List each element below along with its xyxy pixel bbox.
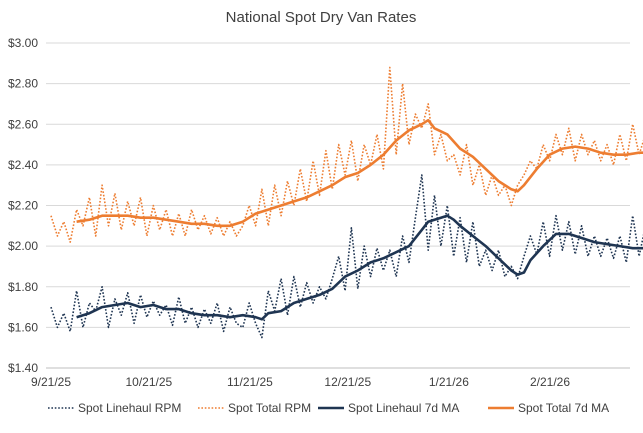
y-tick-label: $3.00 — [8, 36, 38, 50]
y-tick-label: $1.60 — [8, 320, 38, 334]
x-tick-label: 9/21/25 — [31, 375, 71, 389]
y-tick-label: $1.40 — [8, 361, 38, 375]
x-tick-label: 10/21/25 — [125, 375, 172, 389]
series-layer — [50, 66, 643, 339]
series-line-ma-3 — [76, 118, 643, 228]
y-tick-label: $2.00 — [8, 239, 38, 253]
x-tick-label: 11/21/25 — [227, 375, 273, 389]
y-tick-label: $2.60 — [8, 117, 38, 131]
legend-label: Spot Linehaul RPM — [78, 401, 181, 415]
series-line-ma-2 — [76, 214, 643, 321]
y-tick-label: $1.80 — [8, 280, 38, 294]
x-tick-label: 2/21/26 — [530, 375, 570, 389]
y-tick-label: $2.20 — [8, 199, 38, 213]
x-axis: 9/21/25 10/21/25 11/21/25 12/21/25 1/21/26 2/… — [31, 367, 630, 389]
legend-label: Spot Total 7d MA — [518, 401, 609, 415]
x-tick-label: 1/21/26 — [429, 375, 469, 389]
legend-label: Spot Linehaul 7d MA — [348, 401, 459, 415]
y-tick-label: $2.40 — [8, 158, 38, 172]
chart-title: National Spot Dry Van Rates — [226, 9, 417, 26]
series-line-dotted-0 — [50, 174, 643, 339]
legend-label: Spot Total RPM — [228, 401, 311, 415]
x-tick-label: 12/21/25 — [324, 375, 371, 389]
series-line-dotted-1 — [50, 66, 643, 243]
y-axis: $3.00 $2.80 $2.60 $2.40 $2.20 $2.00 $1.80 $1.60… — [8, 36, 38, 375]
y-tick-label: $2.80 — [8, 77, 38, 91]
legend: Spot Linehaul RPM Spot Total RPM Spot Line… — [48, 401, 609, 415]
